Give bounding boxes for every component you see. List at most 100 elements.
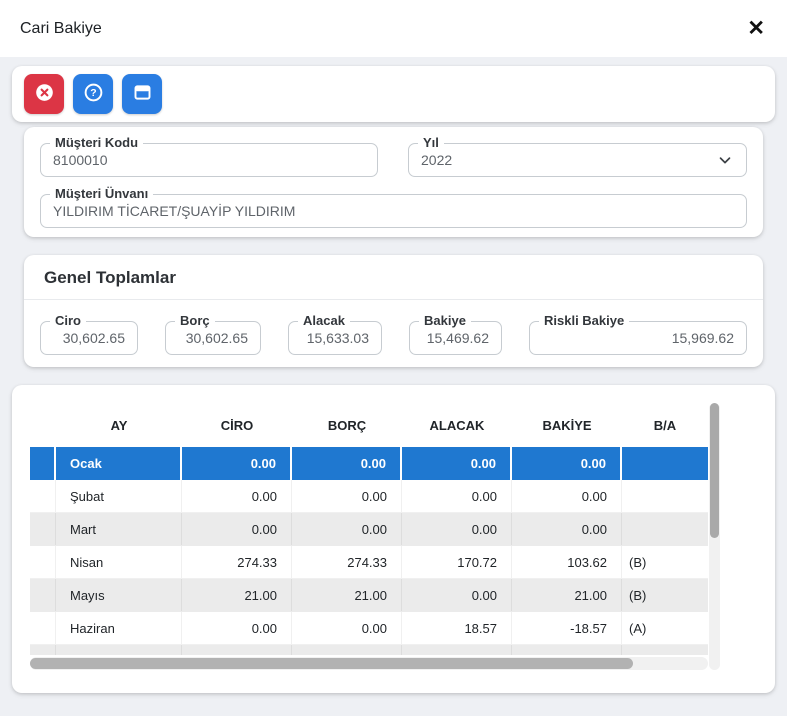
cell-bakiye: -18.57 xyxy=(512,612,622,644)
totals-section: Genel Toplamlar Ciro 30,602.65 Borç 30,6… xyxy=(24,255,763,367)
cell-bakiye: 103.62 xyxy=(512,546,622,578)
toolbar: ? xyxy=(12,66,775,122)
card-button[interactable] xyxy=(122,74,162,114)
total-bakiye-value: 15,469.62 xyxy=(426,330,489,346)
row-selector-cell xyxy=(30,645,56,655)
cell-ay: Şubat xyxy=(56,480,182,512)
cell-borc: 0.00 xyxy=(292,612,402,644)
customer-code-value: 8100010 xyxy=(53,152,108,168)
page-title: Cari Bakiye xyxy=(20,19,102,37)
total-bakiye-field[interactable]: Bakiye 15,469.62 xyxy=(409,313,502,355)
total-borc-field[interactable]: Borç 30,602.65 xyxy=(165,313,261,355)
delete-button[interactable] xyxy=(24,74,64,114)
column-header-ba[interactable]: B/A xyxy=(653,417,677,433)
svg-text:?: ? xyxy=(90,87,96,99)
total-ciro-value: 30,602.65 xyxy=(62,330,125,346)
total-ciro-field[interactable]: Ciro 30,602.65 xyxy=(40,313,138,355)
x-circle-icon xyxy=(34,82,55,106)
cell-ay: Mayıs xyxy=(56,579,182,611)
cell-bakiye: -93.50 xyxy=(512,645,622,655)
cell-ay: Mart xyxy=(56,513,182,545)
total-alacak-field[interactable]: Alacak 15,633.03 xyxy=(288,313,382,355)
cell-ciro: 0.00 xyxy=(182,447,292,480)
cell-ciro: 0.00 xyxy=(182,645,292,655)
cell-borc: 21.00 xyxy=(292,579,402,611)
cell-ciro: 0.00 xyxy=(182,612,292,644)
cell-ay: Ocak xyxy=(56,447,182,480)
table-row-nisan[interactable]: Nisan 274.33 274.33 170.72 103.62 (B) xyxy=(30,546,708,579)
column-header-ay[interactable]: AY xyxy=(110,417,128,433)
year-label: Yıl xyxy=(418,135,444,150)
cell-ba xyxy=(622,447,708,480)
monthly-balance-table: AY CİRO BORÇ ALACAK BAKİYE B/A Ocak 0.00… xyxy=(30,403,708,670)
column-header-ciro[interactable]: CİRO xyxy=(220,417,254,433)
column-header-bakiye[interactable]: BAKİYE xyxy=(542,417,592,433)
table-row-subat[interactable]: Şubat 0.00 0.00 0.00 0.00 xyxy=(30,480,708,513)
cell-alacak: 0.00 xyxy=(402,480,512,512)
table-row-haziran[interactable]: Haziran 0.00 0.00 18.57 -18.57 (A) xyxy=(30,612,708,645)
row-selector-cell xyxy=(30,513,56,545)
row-selector-cell xyxy=(30,480,56,512)
year-select[interactable]: Yıl 2022 xyxy=(408,135,747,177)
customer-title-label: Müşteri Ünvanı xyxy=(50,186,154,201)
totals-heading: Genel Toplamlar xyxy=(24,255,763,300)
total-alacak-value: 15,633.03 xyxy=(306,330,369,346)
cell-ay: Temmuz xyxy=(56,645,182,655)
cell-ciro: 274.33 xyxy=(182,546,292,578)
cell-ba: (B) xyxy=(629,587,647,603)
year-value: 2022 xyxy=(421,152,453,168)
row-selector-cell xyxy=(30,579,56,611)
table-row-mart[interactable]: Mart 0.00 0.00 0.00 0.00 xyxy=(30,513,708,546)
cell-bakiye: 0.00 xyxy=(512,480,622,512)
cell-ba: (B) xyxy=(629,554,647,570)
table-row-mayis[interactable]: Mayıs 21.00 21.00 0.00 21.00 (B) xyxy=(30,579,708,612)
cell-bakiye: 0.00 xyxy=(512,513,622,545)
cell-bakiye: 0.00 xyxy=(512,447,622,480)
customer-title-field[interactable]: Müşteri Ünvanı YILDIRIM TİCARET/ŞUAYİP Y… xyxy=(40,186,747,228)
column-header-alacak[interactable]: ALACAK xyxy=(429,417,485,433)
table-body: Ocak 0.00 0.00 0.00 0.00 Şubat 0.00 0.00… xyxy=(30,447,708,655)
total-bakiye-label: Bakiye xyxy=(419,313,471,328)
horizontal-scrollbar[interactable] xyxy=(30,657,708,670)
help-button[interactable]: ? xyxy=(73,74,113,114)
modal-body: ? Müşteri Kodu 8100010 Yıl 2022 xyxy=(0,57,787,693)
vertical-scrollbar-thumb[interactable] xyxy=(710,403,719,538)
cell-ciro: 0.00 xyxy=(182,513,292,545)
total-riskli-bakiye-value: 15,969.62 xyxy=(671,330,734,346)
horizontal-scrollbar-thumb[interactable] xyxy=(30,658,634,669)
total-ciro-label: Ciro xyxy=(50,313,86,328)
cell-ba: (A) xyxy=(622,645,708,656)
cell-bakiye: 21.00 xyxy=(512,579,622,611)
window-icon xyxy=(132,82,153,106)
row-selector-cell xyxy=(30,447,56,480)
cell-borc: 0.00 xyxy=(292,480,402,512)
cell-ciro: 0.00 xyxy=(182,480,292,512)
cell-ba xyxy=(622,480,708,512)
cell-ba: (A) xyxy=(629,620,647,636)
customer-code-field[interactable]: Müşteri Kodu 8100010 xyxy=(40,135,378,177)
cell-alacak: 170.72 xyxy=(402,546,512,578)
total-borc-label: Borç xyxy=(175,313,215,328)
chevron-down-icon xyxy=(716,151,734,169)
total-riskli-bakiye-field[interactable]: Riskli Bakiye 15,969.62 xyxy=(529,313,747,355)
total-riskli-bakiye-label: Riskli Bakiye xyxy=(539,313,630,328)
column-header-borc[interactable]: BORÇ xyxy=(327,417,367,433)
table-row-temmuz[interactable]: Temmuz 0.00 0.00 93.50 -93.50 (A) xyxy=(30,645,708,655)
table-row-ocak[interactable]: Ocak 0.00 0.00 0.00 0.00 xyxy=(30,447,708,480)
cell-ay: Nisan xyxy=(56,546,182,578)
cell-alacak: 18.57 xyxy=(402,612,512,644)
modal-header: Cari Bakiye ✕ xyxy=(0,0,787,57)
row-selector-cell xyxy=(30,612,56,644)
cell-ciro: 21.00 xyxy=(182,579,292,611)
cell-borc: 0.00 xyxy=(292,513,402,545)
vertical-scrollbar[interactable] xyxy=(709,403,720,670)
cell-alacak: 0.00 xyxy=(402,513,512,545)
grid-section: AY CİRO BORÇ ALACAK BAKİYE B/A Ocak 0.00… xyxy=(12,385,775,693)
cell-borc: 0.00 xyxy=(292,447,402,480)
row-selector-cell xyxy=(30,546,56,578)
close-button[interactable]: ✕ xyxy=(747,17,765,40)
filter-form: Müşteri Kodu 8100010 Yıl 2022 Müşteri Ün… xyxy=(24,127,763,237)
cell-alacak: 0.00 xyxy=(402,447,512,480)
total-borc-value: 30,602.65 xyxy=(185,330,248,346)
cell-borc: 0.00 xyxy=(292,645,402,655)
